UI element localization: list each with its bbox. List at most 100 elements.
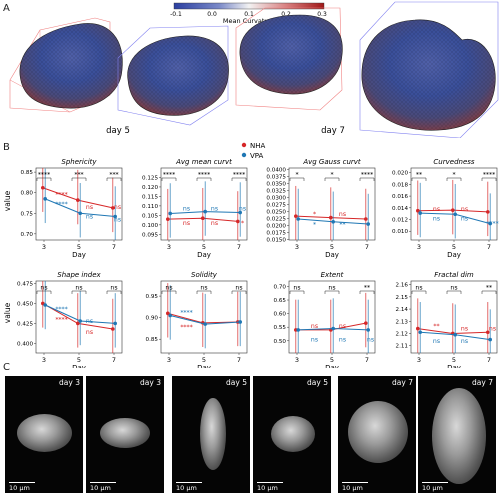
significance-label: **** [38,172,50,179]
scale-bar-label: 10 µm [257,484,278,492]
chart-title: Avg mean curvt [175,158,232,166]
y-tick-label: 0.0250 [266,209,286,215]
x-axis-label: Day [447,251,461,259]
y-tick-label: 2.16 [396,283,409,289]
y-tick-label: 0.425 [17,321,33,327]
inline-significance: ns [211,206,218,213]
x-tick-label: 7 [237,356,241,364]
chart-2: Avg Gauss curvt0.01500.01750.02000.02250… [266,158,376,259]
data-point-vpa [203,209,207,214]
y-tick-label: 0.105 [142,213,158,219]
inline-significance: ns [367,336,374,343]
data-point-nha [166,217,170,221]
plot-frame [410,280,498,354]
chart-3: Curvedness 0.010 0.012 0.014 0.016 0.018 0.020… [392,158,499,259]
y-tick-label: 0.70 [274,284,287,290]
y-axis-label: value [3,190,12,211]
x-tick-label: 3 [167,356,171,364]
nucleus-image [100,418,150,448]
y-tick-label: 0.85 [21,170,34,176]
significance-bracket [161,290,177,294]
nucleus-image [271,416,315,452]
y-axis-label: value [3,302,12,323]
inline-significance: ns [239,206,246,213]
significance-bracket [106,177,122,181]
inline-significance: **** [55,192,67,199]
scale-bar [90,481,116,483]
significance-bracket [196,177,212,181]
scale-bar [257,481,283,483]
data-point-vpa [331,219,336,224]
inline-significance: ns [489,326,496,333]
significance-bracket [481,290,497,294]
inline-significance: ** [433,323,439,330]
y-tick-label: 0.0225 [266,216,286,222]
inline-significance: ** [339,222,345,229]
x-tick-label: 7 [237,243,241,251]
data-point-vpa [488,221,493,226]
data-point-vpa [43,303,47,307]
y-tick-label: 0.50 [274,339,287,345]
nucleus-image [348,401,408,463]
scale-bar [176,481,202,483]
y-tick-label: 0.0375 [266,174,286,180]
data-point-nha [76,198,80,202]
data-point-vpa [331,326,336,331]
data-point-nha [486,330,490,335]
x-tick-label: 7 [112,356,116,364]
y-tick-label: 0.475 [17,281,33,287]
data-point-vpa [168,313,172,318]
inline-significance: ns [433,215,440,222]
x-tick-label: 7 [365,356,369,364]
y-tick-label: 0.125 [142,175,158,181]
significance-bracket [231,290,247,294]
inline-significance: ns [183,206,190,213]
x-tick-label: 5 [77,356,81,364]
inline-significance: ns [183,220,190,227]
inline-significance: ns [461,338,468,345]
x-tick-label: 3 [417,243,421,251]
significance-label: ** [416,172,422,179]
chart-7: Fractal dim 2.11 2.12 2.13 2.14 2.15 2.16 3 5 7 Da… [396,271,498,368]
colorbar-tick: 0.2 [281,11,291,18]
inline-significance: ns [114,216,121,223]
y-tick-label: 0.75 [21,211,34,217]
significance-label: ns [450,285,457,292]
legend-nha-marker [241,142,247,148]
y-tick-label: 0.110 [142,204,158,210]
chart-title: Solidity [191,271,218,279]
chart-1: Avg mean curvt 0.095 0.100 0.105 0.110 0.115 0… [142,158,248,259]
y-tick-label: 0.010 [392,229,408,235]
y-tick-label: 0.85 [146,337,159,343]
significance-bracket [359,177,375,181]
significance-bracket [446,290,462,294]
plot-frame [288,167,376,241]
micrograph-day7-a: day 7 10 µm [338,376,416,493]
significance-bracket [36,290,52,294]
data-point-vpa [113,321,117,326]
inline-significance: * [313,211,316,218]
micrograph-day3-b: day 3 10 µm [86,376,164,493]
x-tick-label: 5 [452,356,456,364]
colorbar-tick: 0.0 [207,11,217,18]
significance-label: ** [486,285,492,292]
data-point-nha [166,311,170,316]
significance-label: **** [198,172,210,179]
inline-significance: ns [433,338,440,345]
inline-significance: **** [55,316,67,323]
inline-significance: **** [486,221,498,228]
data-point-nha [451,208,455,212]
y-tick-label: 0.0350 [266,181,286,187]
micrograph-label: day 7 [472,378,493,387]
x-tick-label: 5 [202,243,206,251]
x-tick-label: 5 [202,356,206,364]
data-point-nha [76,321,80,326]
x-axis-label: Day [325,364,339,368]
x-tick-label: 5 [330,356,334,364]
micrograph-label: day 3 [59,378,80,387]
micrograph-label: day 5 [226,378,247,387]
micrograph-label: day 3 [140,378,161,387]
scale-bar-label: 10 µm [176,484,197,492]
y-tick-label: 0.115 [142,194,158,200]
x-tick-label: 7 [112,243,116,251]
